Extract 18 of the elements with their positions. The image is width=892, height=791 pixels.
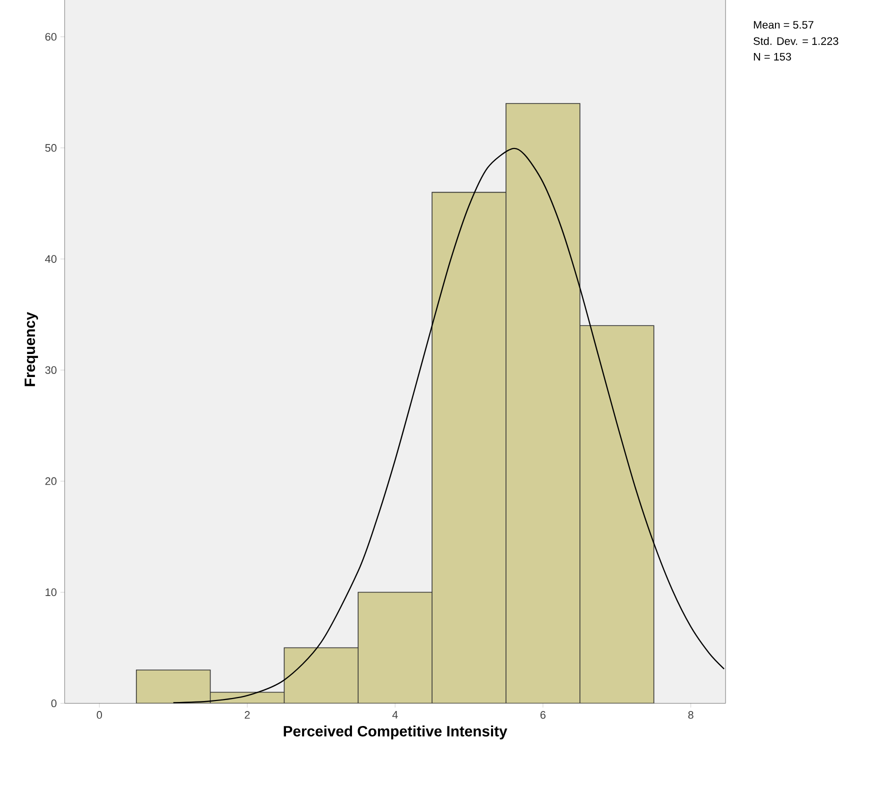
y-tick-label: 20 [45, 477, 56, 485]
y-axis-title: Frequency [24, 312, 38, 386]
x-tick-label: 2 [244, 711, 250, 719]
text: N = 153 [754, 52, 792, 61]
x-tick-label: 0 [96, 711, 102, 719]
line-series [172, 148, 725, 704]
x-tick-label: 4 [392, 711, 398, 719]
x-tick-label: 8 [688, 711, 694, 719]
text: Mean = 5.57 [754, 21, 814, 29]
x-axis-title: Perceived Competitive Intensity [284, 726, 508, 740]
y-tick-label: 10 [46, 588, 56, 596]
text: Std. Dev. = 1.223 [754, 36, 838, 45]
y-tick-label: 30 [45, 366, 56, 374]
x-tick-label: 6 [540, 711, 546, 719]
y-tick-label: 40 [45, 255, 56, 263]
y-tick-label: 0 [51, 699, 56, 708]
y-tick-label: 50 [45, 144, 56, 152]
y-tick-label: 60 [45, 32, 56, 41]
